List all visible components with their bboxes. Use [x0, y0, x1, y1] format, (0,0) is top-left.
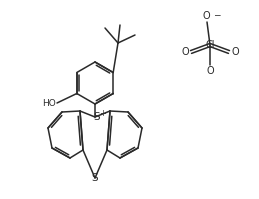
Text: +: +: [99, 108, 106, 117]
Text: HO: HO: [42, 99, 56, 107]
Text: O: O: [231, 47, 239, 57]
Text: O: O: [202, 11, 210, 21]
Text: −: −: [213, 10, 220, 19]
Text: S: S: [92, 173, 98, 183]
Text: Cl: Cl: [205, 40, 215, 50]
Text: O: O: [181, 47, 189, 57]
Text: O: O: [206, 66, 214, 76]
Text: S: S: [94, 112, 100, 122]
